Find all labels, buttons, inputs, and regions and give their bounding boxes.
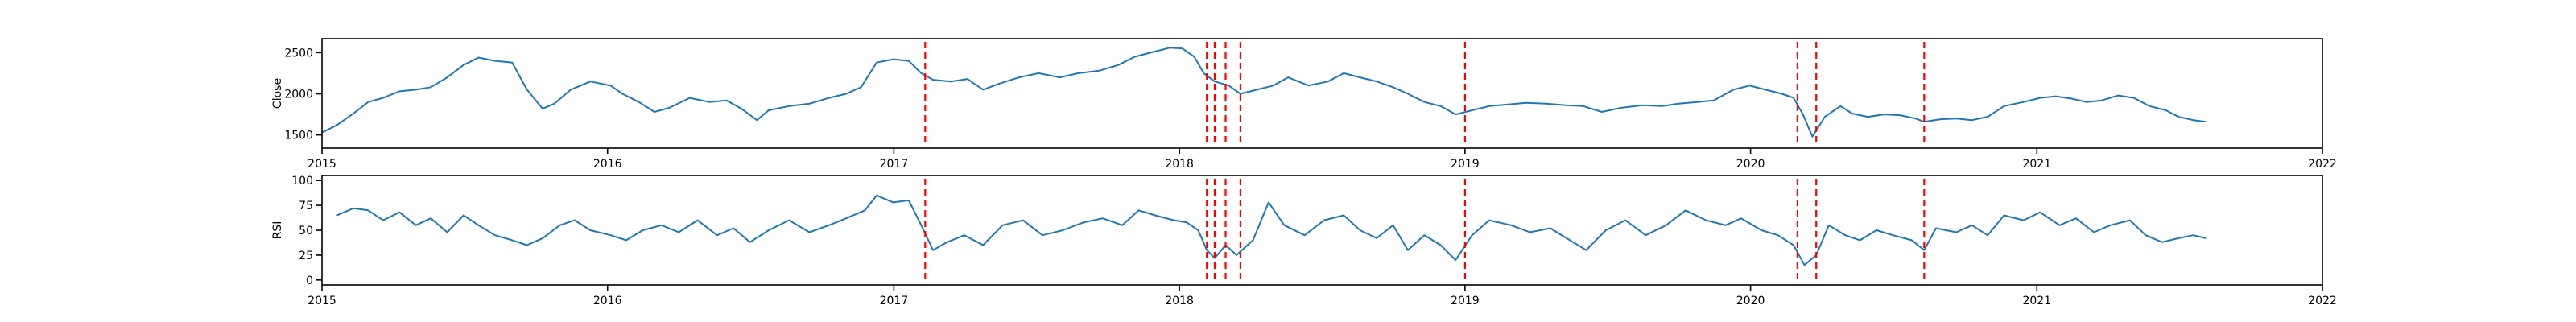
x-tick-label: 2018 (1165, 158, 1194, 171)
x-tick-label: 2015 (308, 295, 336, 308)
y-tick-label: 50 (299, 225, 313, 237)
y-tick-label: 75 (299, 200, 313, 213)
y-tick-label: 2000 (284, 89, 313, 101)
y-tick-label: 2500 (284, 47, 313, 60)
axes-frame (321, 175, 2323, 286)
y-tick-label: 25 (299, 250, 313, 262)
x-tick-label: 2016 (593, 295, 622, 308)
x-tick-label: 2020 (1736, 295, 1765, 308)
x-tick-label: 2021 (2022, 158, 2051, 171)
x-tick-label: 2017 (880, 295, 909, 308)
x-tick-label: 2022 (2308, 295, 2337, 308)
x-tick-label: 2021 (2022, 295, 2051, 308)
x-tick-label: 2015 (308, 158, 336, 171)
close-price-chart: 2015 2016 2017 2018 2019 2020 2021 2022 1500 2000… (271, 38, 2337, 171)
rsi-chart: 2015 2016 2017 2018 2019 2020 2021 2022 0 25 50 75 1… (271, 175, 2337, 308)
x-tick-label: 2019 (1451, 158, 1480, 171)
y-axis-label: RSI (271, 221, 284, 240)
x-tick-label: 2020 (1736, 158, 1765, 171)
series-line (321, 47, 2207, 138)
x-tick-label: 2022 (2308, 158, 2337, 171)
y-tick-label: 1500 (284, 130, 313, 142)
x-tick-label: 2016 (593, 158, 622, 171)
x-tick-label: 2017 (880, 158, 909, 171)
y-axis-label: Close (271, 78, 284, 109)
x-tick-label: 2019 (1451, 295, 1480, 308)
series-line (336, 194, 2207, 266)
y-tick-label: 100 (291, 175, 313, 188)
x-tick-label: 2018 (1165, 295, 1194, 308)
y-tick-label: 0 (306, 275, 313, 287)
